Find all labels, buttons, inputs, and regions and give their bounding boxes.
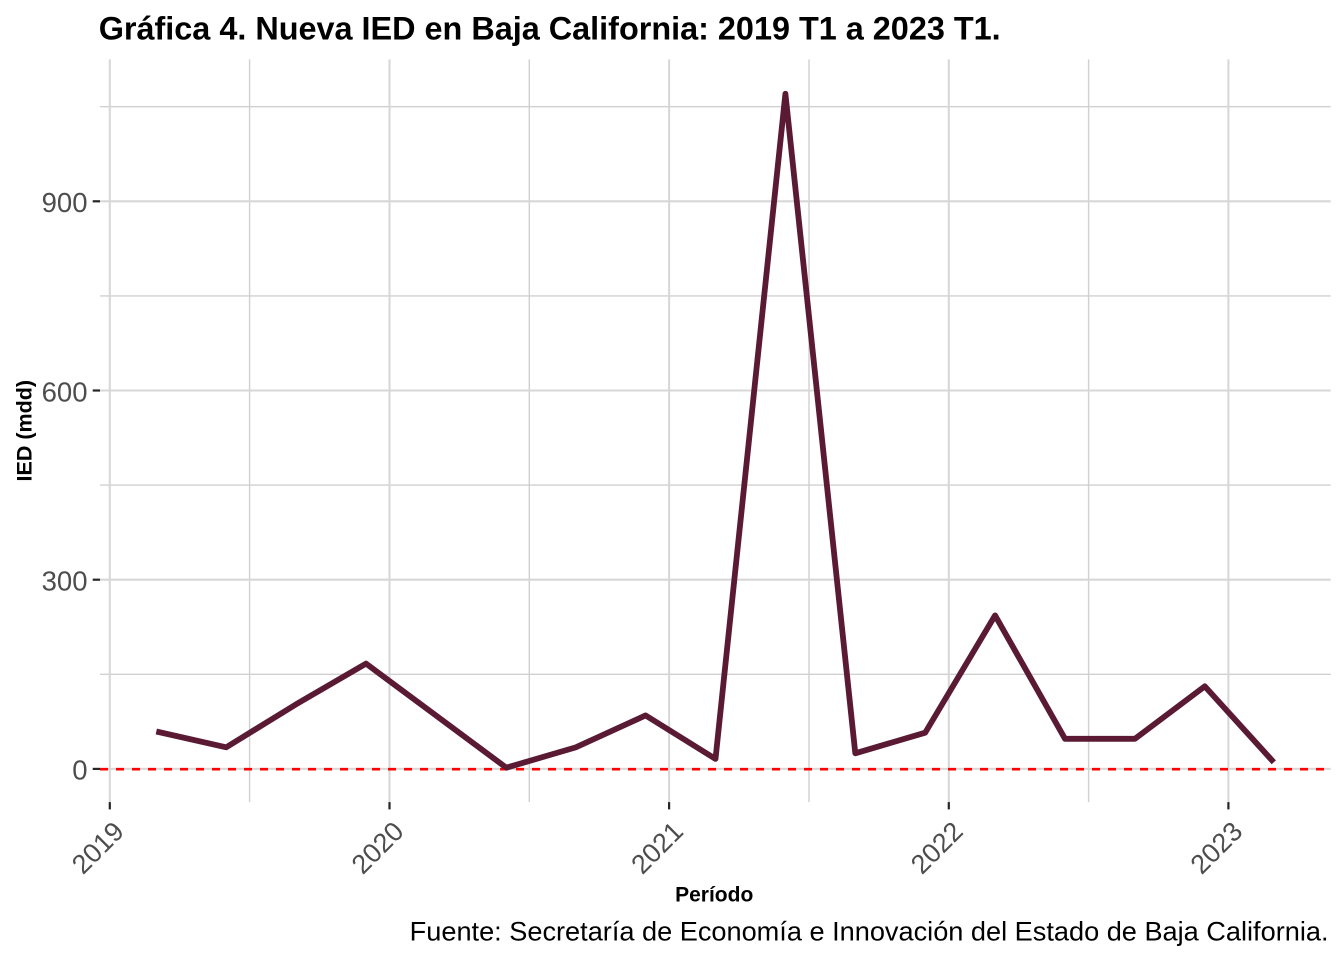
svg-text:0: 0	[72, 755, 87, 786]
svg-text:IED (mdd): IED (mdd)	[12, 380, 36, 482]
svg-text:900: 900	[42, 187, 88, 218]
svg-text:Fuente: Secretaría de Economía: Fuente: Secretaría de Economía e Innovac…	[410, 916, 1329, 947]
svg-text:Período: Período	[675, 883, 753, 906]
svg-text:300: 300	[42, 566, 88, 597]
svg-text:Gráfica 4. Nueva IED en Baja C: Gráfica 4. Nueva IED en Baja California:…	[99, 11, 1001, 47]
svg-text:600: 600	[42, 376, 88, 407]
